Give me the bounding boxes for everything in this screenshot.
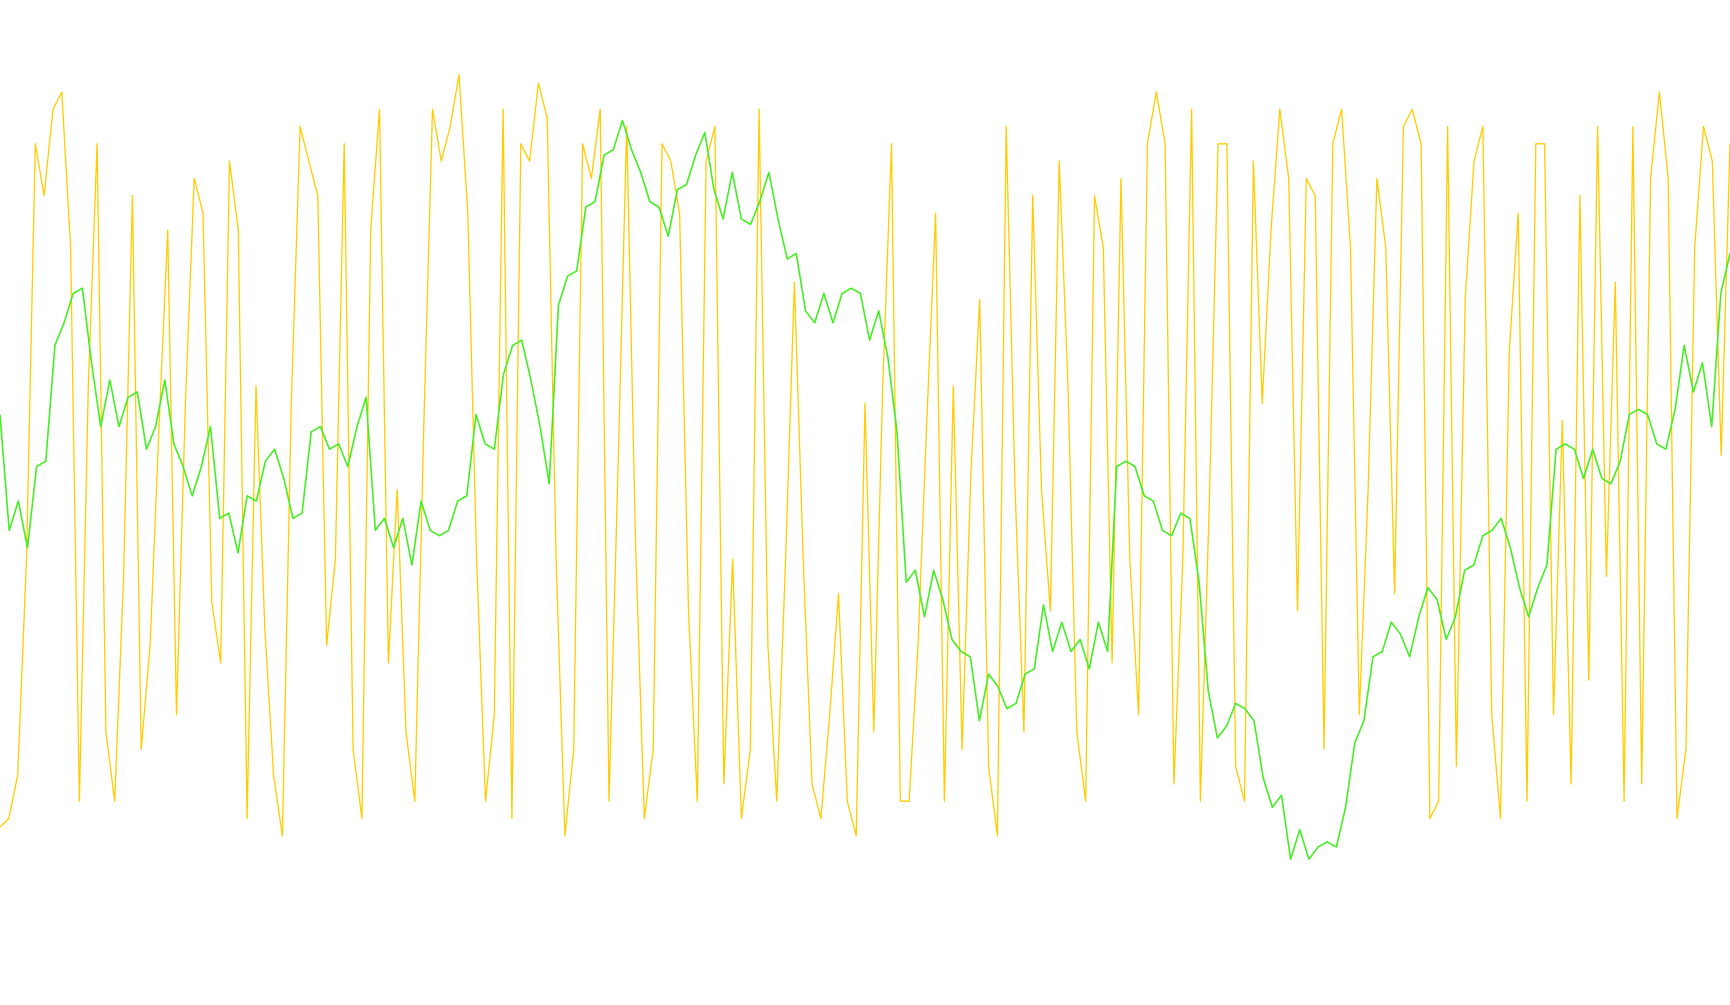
series-line-1 [0, 73, 1730, 837]
series-layer [0, 73, 1730, 860]
series-line-2 [0, 119, 1730, 860]
